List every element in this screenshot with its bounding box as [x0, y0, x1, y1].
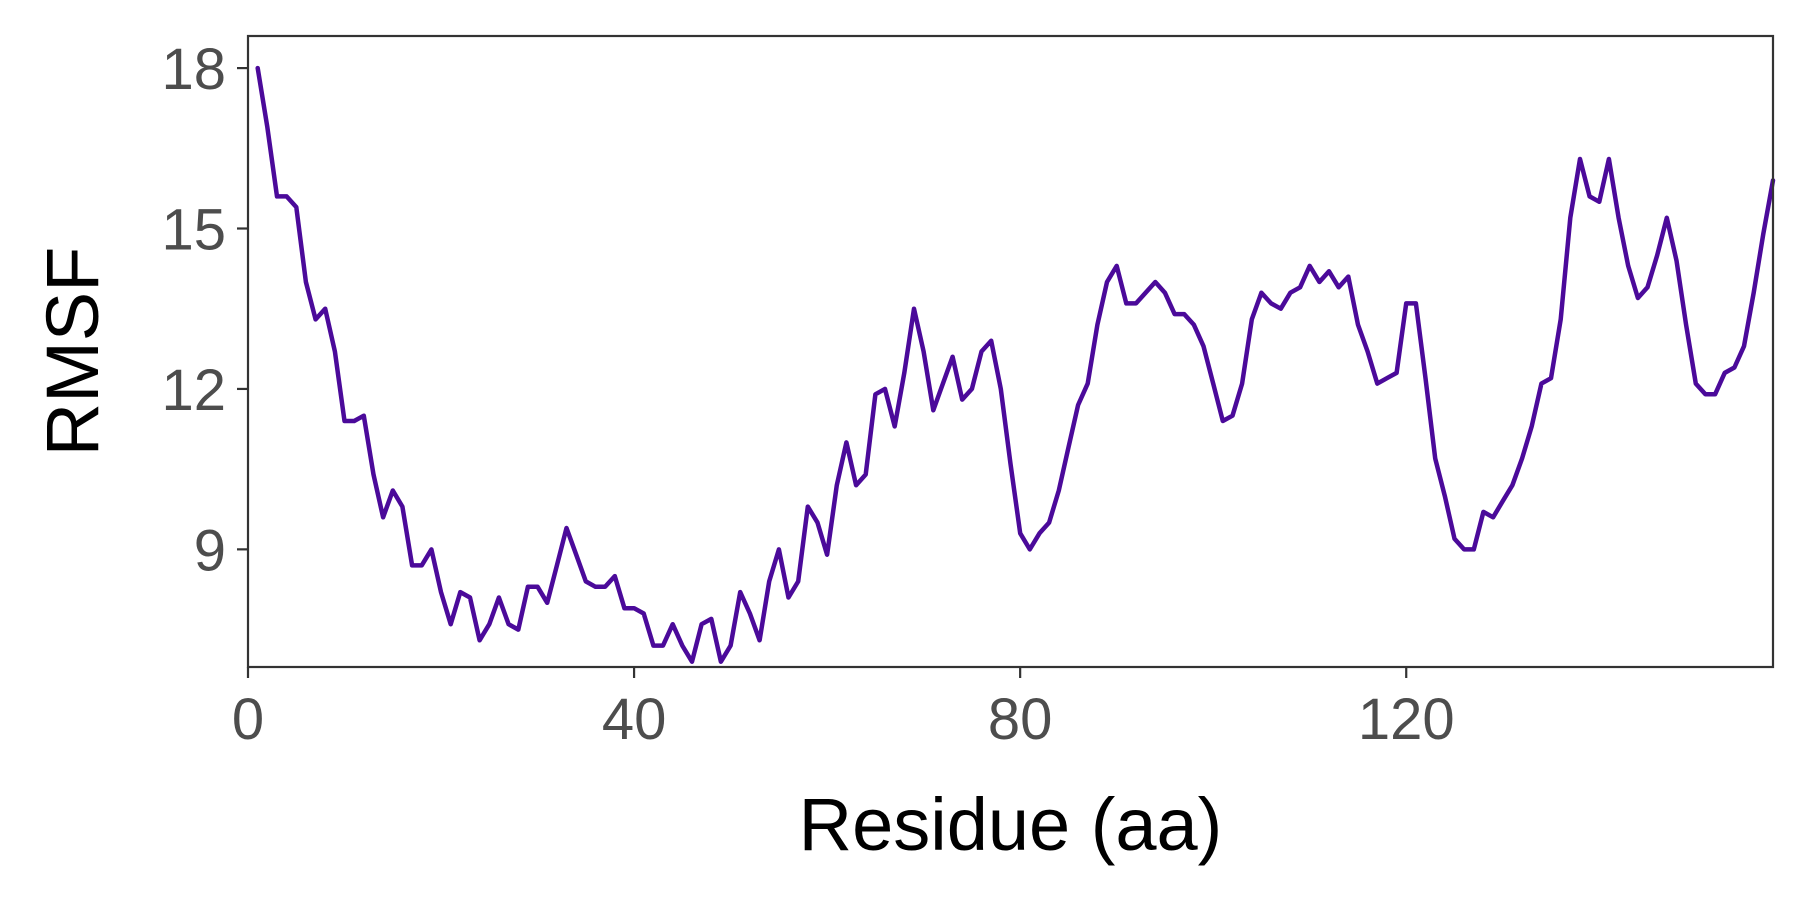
y-tick-label: 9 — [194, 518, 226, 583]
x-axis-title: Residue (aa) — [799, 783, 1223, 866]
x-tick-label: 80 — [988, 687, 1053, 752]
x-tick-label: 120 — [1358, 687, 1455, 752]
plot-panel-border — [246, 34, 1775, 669]
x-tick-label: 0 — [232, 687, 264, 752]
x-tick-label: 40 — [602, 687, 667, 752]
rmsf-series-line — [255, 65, 1776, 664]
y-tick-label: 18 — [161, 37, 226, 102]
axis-ticks — [237, 66, 1408, 678]
axis-tick-labels: 0 40 80 120 9 12 15 18 — [161, 37, 1454, 752]
y-tick-label: 12 — [161, 358, 226, 423]
y-axis-title: RMSF — [31, 247, 114, 457]
y-tick-label: 15 — [161, 198, 226, 263]
